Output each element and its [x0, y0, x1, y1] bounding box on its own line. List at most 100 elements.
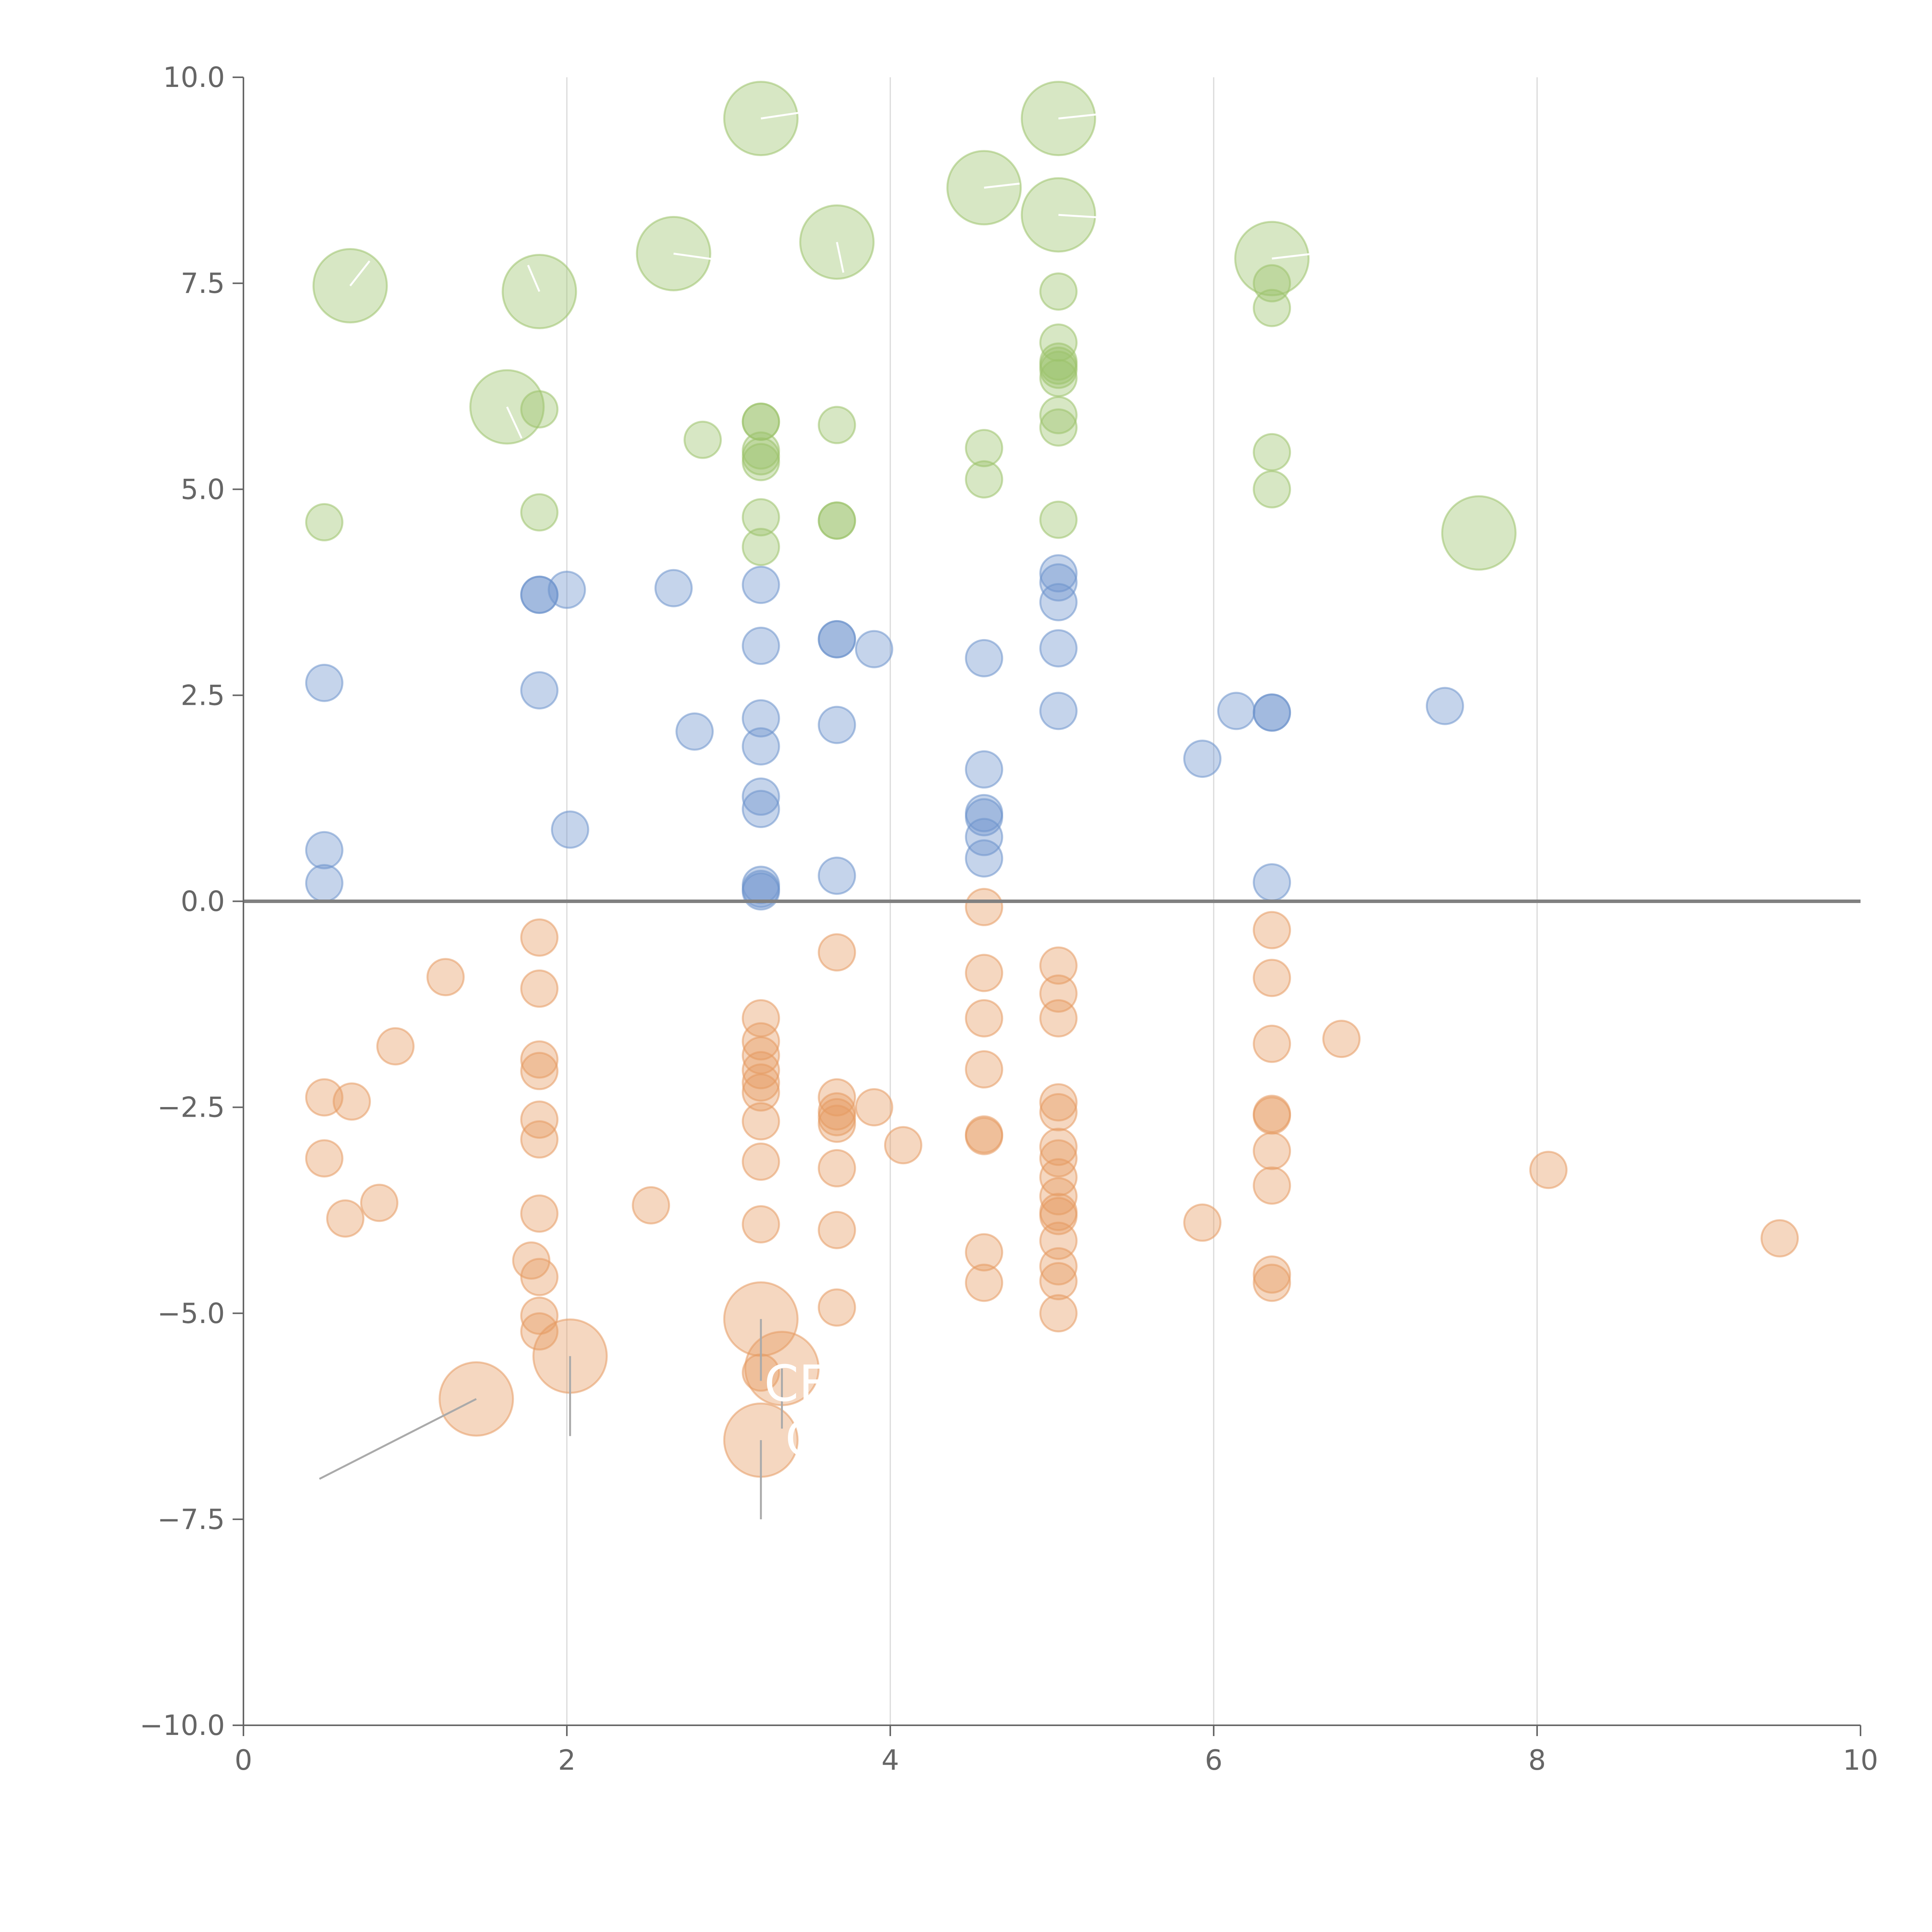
data-point-negative-39 — [965, 888, 1003, 926]
data-point-negative-49 — [1039, 999, 1078, 1037]
leader-line-4 — [760, 109, 816, 120]
y-tick-label-8: −10.0 — [139, 1709, 225, 1742]
data-point-positive-low-10 — [742, 566, 780, 604]
x-tick-label-4: 8 — [1528, 1744, 1546, 1776]
data-point-negative-47 — [1039, 946, 1078, 985]
data-point-positive-low-7 — [551, 810, 589, 849]
data-point-positive-high-21 — [1039, 359, 1078, 397]
data-point-positive-low-34 — [1039, 692, 1078, 730]
y-tick-label-5: −2.5 — [157, 1091, 225, 1124]
leader-line-3 — [673, 252, 721, 261]
point-annotation-1: CE — [764, 1355, 830, 1413]
data-point-negative-62 — [1183, 1203, 1222, 1242]
data-point-negative-72 — [1322, 1020, 1361, 1058]
data-point-positive-high-2 — [520, 493, 559, 532]
x-tick-label-0: 0 — [235, 1744, 252, 1776]
data-point-negative-36 — [818, 1288, 856, 1327]
leader-line-7 — [1058, 113, 1097, 120]
data-point-positive-high-0 — [305, 503, 344, 542]
data-point-positive-low-0 — [305, 663, 344, 702]
data-point-negative-27 — [742, 1205, 780, 1243]
data-point-negative-60 — [1039, 1262, 1078, 1301]
data-point-negative-17 — [520, 1312, 559, 1351]
data-point-negative-11 — [520, 1052, 559, 1090]
data-point-negative-30 — [818, 1078, 856, 1117]
data-point-positive-high-28 — [1253, 470, 1291, 509]
y-tick-label-7: −7.5 — [157, 1503, 225, 1536]
data-point-positive-high-20 — [1039, 350, 1078, 389]
x-tick-label-5: 10 — [1843, 1744, 1878, 1776]
data-point-positive-high-27 — [1253, 433, 1291, 471]
data-point-positive-high-11 — [818, 406, 856, 444]
data-points — [305, 81, 1799, 1478]
data-point-negative-71 — [1253, 1264, 1291, 1302]
data-point-positive-low-30 — [1039, 554, 1078, 593]
leader-line-1 — [527, 265, 541, 292]
data-point-negative-33 — [818, 1104, 856, 1143]
data-point-positive-low-31 — [1039, 563, 1078, 602]
data-point-positive-low-15 — [742, 790, 780, 828]
data-point-positive-low-6 — [548, 570, 586, 609]
data-point-positive-low-1 — [305, 831, 344, 869]
data-point-positive-high-24 — [1039, 500, 1078, 539]
leader-lines — [319, 109, 1314, 1519]
axes: 0 2 4 6 8 10 10.0 7.5 5.0 2.5 0.0 −2.5 −5.0 −7.5 −10.0 — [139, 61, 1878, 1776]
data-point-negative-2 — [326, 1199, 365, 1238]
data-point-negative-55 — [1039, 1177, 1078, 1216]
data-point-negative-61 — [1039, 1294, 1078, 1333]
data-point-positive-low-39 — [1253, 863, 1291, 901]
data-point-positive-low-35 — [1183, 740, 1222, 778]
data-point-negative-16 — [520, 1296, 559, 1335]
data-point-negative-41 — [965, 999, 1003, 1037]
leader-line-6 — [984, 182, 1020, 189]
data-point-negative-4 — [360, 1184, 399, 1222]
data-point-negative-22 — [742, 1051, 780, 1090]
leader-line-10 — [319, 1398, 477, 1480]
y-tick-label-0: 10.0 — [163, 61, 225, 94]
data-point-positive-low-8 — [654, 569, 693, 607]
point-annotation-0: E — [1105, 86, 1137, 144]
data-point-positive-low-23 — [855, 630, 893, 668]
data-point-negative-26 — [742, 1142, 780, 1181]
data-point-negative-68 — [1253, 1132, 1291, 1170]
data-point-positive-high-1 — [520, 390, 559, 429]
leader-line-5 — [836, 242, 845, 273]
data-point-negative-18 — [632, 1186, 670, 1225]
data-point-positive-low-22 — [818, 856, 856, 895]
leader-line-8 — [1058, 214, 1112, 219]
data-point-positive-low-13 — [742, 727, 780, 766]
data-point-positive-low-5 — [520, 671, 559, 710]
data-point-positive-low-28 — [965, 818, 1003, 856]
data-point-negative-8 — [520, 918, 559, 957]
data-point-positive-low-9 — [675, 712, 714, 751]
y-tick-label-3: 2.5 — [180, 679, 225, 711]
data-point-negative-42 — [965, 1050, 1003, 1089]
data-point-positive-low-12 — [742, 699, 780, 738]
data-point-negative-65 — [1253, 1024, 1291, 1063]
data-point-positive-low-33 — [1039, 629, 1078, 668]
data-point-negative-12 — [520, 1100, 559, 1139]
data-point-negative-69 — [1253, 1166, 1291, 1205]
data-point-negative-44 — [965, 1117, 1003, 1155]
data-point-negative-25 — [742, 1102, 780, 1141]
data-point-negative-50 — [1039, 1083, 1078, 1122]
y-tick-label-4: 0.0 — [180, 885, 225, 918]
data-point-positive-high-8 — [742, 431, 780, 470]
data-point-positive-low-11 — [742, 626, 780, 665]
data-point-negative-1 — [305, 1139, 344, 1178]
data-point-negative-59 — [1039, 1247, 1078, 1286]
data-point-positive-low-36 — [1217, 692, 1256, 730]
data-point-negative-40 — [965, 954, 1003, 992]
data-point-positive-high-3 — [684, 420, 722, 459]
data-point-positive-low-40 — [1425, 687, 1464, 725]
data-point-negative-15 — [520, 1258, 559, 1296]
data-point-negative-3 — [332, 1082, 371, 1121]
data-point-negative-24 — [742, 1073, 780, 1112]
data-point-positive-high-7 — [742, 443, 780, 481]
data-point-negative-51 — [1039, 1093, 1078, 1131]
data-point-positive-low-24 — [965, 639, 1003, 677]
data-point-negative-63 — [1253, 911, 1291, 949]
data-point-positive-low-25 — [965, 750, 1003, 789]
data-point-positive-low-32 — [1039, 583, 1078, 621]
